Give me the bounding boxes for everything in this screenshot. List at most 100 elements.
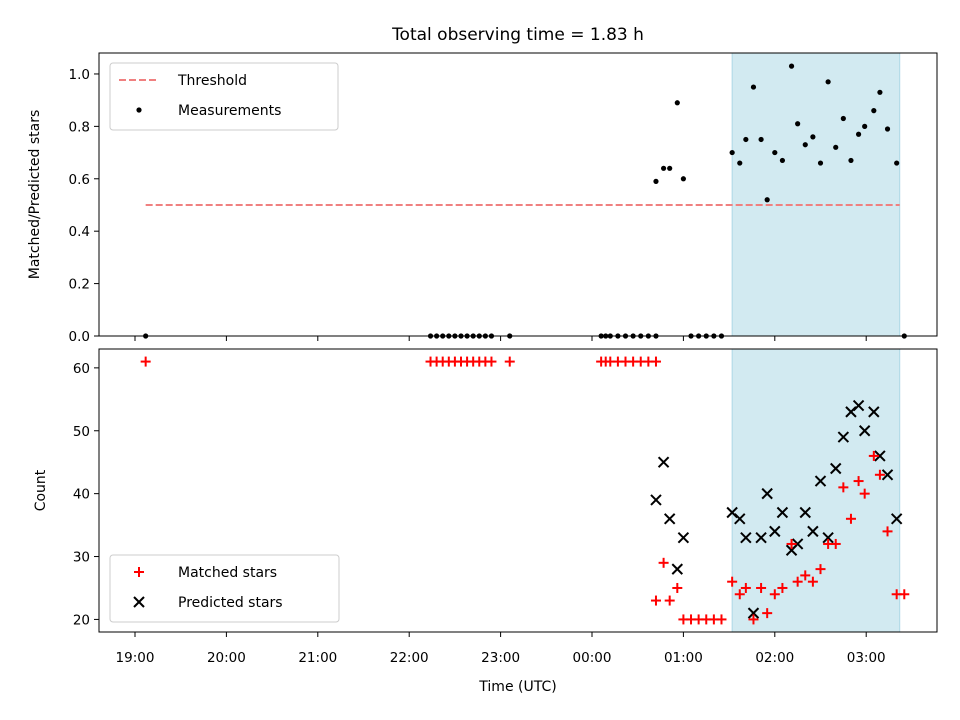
legend-box [109,554,340,623]
measurement-point [674,100,680,106]
matched-star-point [807,576,818,587]
x-tick-label: 22:00 [390,650,429,666]
x-axis-label: Time (UTC) [478,679,556,695]
chart-title: Total observing time = 1.83 h [391,25,644,45]
measurement-point [862,123,868,129]
measurement-point [810,134,816,140]
x-tick-label: 23:00 [481,650,520,666]
measurement-point [877,89,883,95]
measurement-point [825,79,831,85]
measurement-points [143,63,907,339]
predicted-star-point [858,425,871,437]
measurement-point [729,149,735,156]
predicted-star-point [814,475,827,487]
ratio-y-axis-label: Matched/Predicted stars [27,110,43,280]
predicted-stars-points [650,399,903,619]
observing-window-top [731,52,901,337]
matched-star-point [762,608,773,619]
x-tick-label: 03:00 [847,650,886,666]
matched-star-point [792,576,803,587]
y-tick-label: 1.0 [69,67,90,83]
x-tick-label: 20:00 [207,650,246,666]
matched-star-point [727,576,738,587]
x-tick-label: 00:00 [573,650,612,666]
count-legend: Matched stars Predicted stars [109,554,340,623]
matched-star-point [769,589,780,600]
y-tick-label: 30 [73,550,90,566]
measurement-point [779,157,786,164]
predicted-star-point [677,531,690,544]
y-tick-label: 0.8 [69,119,90,135]
measurement-point [772,149,778,156]
y-tick-label: 40 [73,487,90,503]
predicted-star-point [822,531,834,544]
predicted-star-point [671,563,684,575]
matched-star-point [838,482,849,493]
y-tick-label: 0.2 [69,277,90,293]
matched-star-point [650,356,661,367]
matched-star-point [845,513,856,524]
count-plot-frame [98,348,938,633]
measurement-point [855,131,862,137]
predicted-star-point [663,513,676,525]
matched-star-point [786,538,797,549]
measurement-point [743,136,749,143]
predicted-star-point [881,469,894,481]
matched-star-point [650,595,661,606]
matched-star-point [882,526,893,537]
predicted-star-point [657,456,670,468]
measurement-point [788,63,795,69]
matched-star-point [830,538,841,549]
matched-star-point [486,356,497,367]
predicted-star-point [837,431,850,443]
y-tick-label: 20 [73,612,90,628]
predicted-star-point [650,494,662,506]
measurement-point [871,108,877,114]
count-y-ticks: 20 30 40 50 60 [73,361,99,628]
predicted-star-point [776,506,789,519]
x-tick-label: 01:00 [664,650,703,666]
measurement-point [764,197,770,203]
legend-label: Matched stars [178,565,277,581]
measurement-point [750,84,757,90]
matched-star-point [868,450,879,461]
predicted-star-point [807,525,819,538]
y-tick-label: 0.6 [69,172,90,188]
y-tick-label: 0.4 [69,224,90,240]
x-tick-label: 19:00 [116,650,155,666]
ratio-panel: 0.0 0.2 0.4 0.6 0.8 1.0 Matched/Predicted sta… [27,52,938,345]
matched-star-point [815,564,826,575]
predicted-star-point [769,525,781,538]
y-tick-label: 0.0 [69,329,90,345]
legend-label: Threshold [177,73,247,89]
predicted-star-point [874,450,886,462]
ratio-legend: Threshold Measurements [109,62,339,131]
count-panel: 19:00 20:00 21:00 22:00 23:00 00:00 01:00 02:00… [33,348,938,695]
measurement-point [667,165,673,171]
measurement-point [758,136,764,143]
matched-star-point [140,356,151,367]
count-x-ticks: 19:00 20:00 21:00 22:00 23:00 00:00 01:00 02:00… [116,632,886,666]
matched-star-point [756,582,767,593]
predicted-star-point [799,506,811,519]
observing-window-span [731,52,901,337]
predicted-star-point [761,487,773,500]
ratio-y-ticks: 0.0 0.2 0.4 0.6 0.8 1.0 [69,67,99,345]
legend-predicted-swatch [133,596,145,608]
matched-star-point [748,614,759,625]
matched-star-point [899,589,910,600]
matched-star-point [740,582,751,593]
measurement-point [840,115,846,122]
x-tick-label: 21:00 [298,650,337,666]
matched-star-point [734,589,745,600]
count-y-axis-label: Count [33,469,49,511]
measurement-point [660,165,667,171]
matched-star-point [859,488,870,499]
measurement-point [848,157,854,164]
legend-box [109,62,339,131]
predicted-star-point [868,406,880,418]
legend-label: Predicted stars [178,595,283,611]
measurement-point [680,176,687,182]
matched-star-point [777,582,788,593]
